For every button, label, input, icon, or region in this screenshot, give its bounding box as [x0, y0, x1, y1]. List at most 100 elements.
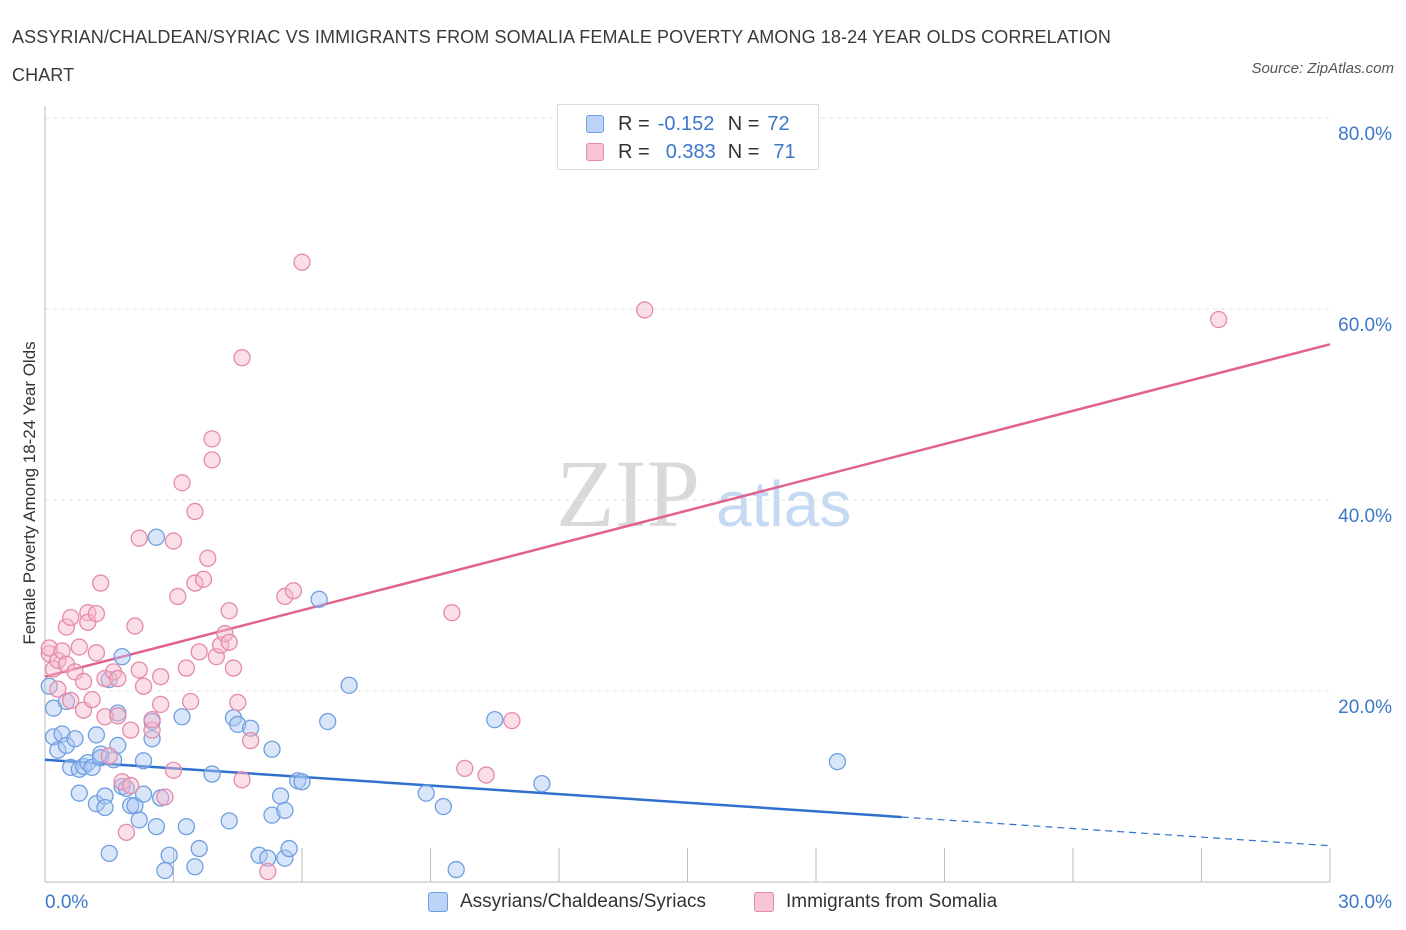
legend-row-assyrian: R = -0.152 N = 72: [586, 110, 790, 138]
point-somalia: [181, 692, 200, 711]
x-tick-label-min: 0.0%: [45, 892, 88, 913]
point-somalia: [117, 823, 136, 841]
point-somalia: [109, 669, 127, 688]
point-somalia: [44, 660, 63, 678]
point-somalia: [62, 608, 80, 627]
point-somalia: [130, 661, 148, 679]
data-points: [40, 253, 1228, 881]
point-assyrian: [263, 806, 281, 824]
point-somalia: [186, 502, 204, 521]
point-somalia: [164, 532, 183, 550]
y-tick-label-80: 80.0%: [1338, 124, 1392, 145]
legend-swatch-blue: [586, 115, 604, 133]
point-somalia: [83, 690, 101, 709]
r-value-assyrian: -0.152: [657, 112, 715, 135]
point-somalia: [113, 773, 131, 791]
point-assyrian: [340, 676, 358, 694]
point-somalia: [143, 711, 161, 729]
point-somalia: [122, 721, 140, 739]
point-somalia: [220, 633, 238, 651]
point-assyrian: [186, 858, 204, 876]
point-assyrian: [190, 839, 208, 858]
gridlines: [45, 117, 1330, 692]
point-somalia: [284, 582, 303, 600]
y-tick-label-60: 60.0%: [1338, 315, 1392, 336]
point-somalia: [40, 639, 58, 657]
point-assyrian: [828, 753, 847, 771]
n-label: N =: [727, 112, 760, 135]
tick-labels: 20.0% 40.0% 60.0% 80.0% 0.0% 30.0%: [45, 124, 1392, 913]
r-label: R =: [618, 140, 650, 163]
point-somalia: [456, 759, 474, 778]
point-assyrian: [100, 844, 118, 862]
point-assyrian: [271, 787, 290, 805]
point-assyrian: [417, 784, 435, 802]
point-somalia: [66, 663, 84, 681]
point-somalia: [92, 574, 110, 592]
point-somalia: [130, 529, 148, 547]
point-somalia: [57, 618, 76, 636]
r-label: R =: [618, 112, 650, 135]
point-assyrian: [280, 839, 298, 858]
legend-row-somalia: R = 0.383 N = 71: [586, 138, 796, 166]
point-assyrian: [293, 773, 311, 791]
point-somalia: [96, 669, 114, 688]
point-somalia: [443, 604, 461, 622]
point-somalia: [503, 711, 521, 730]
point-somalia: [199, 549, 217, 567]
point-somalia: [636, 301, 654, 319]
trend-line-assyrian: [44, 758, 902, 819]
point-somalia: [233, 349, 251, 367]
point-somalia: [293, 253, 311, 271]
point-assyrian: [276, 849, 294, 867]
point-assyrian: [49, 741, 67, 759]
point-assyrian: [533, 774, 551, 793]
bottom-legend-assyrian: Assyrians/Chaldeans/Syriacs: [428, 890, 706, 914]
point-somalia: [241, 732, 260, 750]
point-somalia: [49, 680, 67, 698]
point-somalia: [96, 708, 114, 726]
point-assyrian: [310, 590, 328, 608]
point-assyrian: [122, 796, 140, 815]
point-assyrian: [83, 758, 101, 777]
point-assyrian: [241, 719, 260, 737]
point-assyrian: [130, 811, 148, 829]
point-assyrian: [113, 647, 131, 666]
point-assyrian: [259, 849, 277, 867]
point-somalia: [134, 677, 153, 695]
point-somalia: [122, 776, 140, 795]
point-assyrian: [87, 726, 106, 744]
bottom-legend-label-somalia: Immigrants from Somalia: [786, 891, 998, 912]
point-somalia: [233, 771, 251, 789]
legend-swatch-pink: [586, 143, 604, 161]
point-assyrian: [447, 860, 465, 879]
point-somalia: [276, 587, 294, 606]
y-tick-label-20: 20.0%: [1338, 697, 1392, 718]
point-assyrian: [96, 798, 114, 817]
axes: [44, 106, 1331, 883]
point-assyrian: [160, 846, 178, 864]
point-assyrian: [156, 861, 174, 880]
point-assyrian: [486, 711, 504, 729]
point-somalia: [151, 695, 170, 714]
point-assyrian: [434, 797, 453, 816]
point-assyrian: [173, 708, 191, 726]
point-somalia: [259, 862, 277, 881]
bottom-legend-label-assyrian: Assyrians/Chaldeans/Syriacs: [460, 891, 707, 912]
point-assyrian: [147, 528, 166, 546]
point-assyrian: [220, 812, 238, 830]
r-value-somalia: 0.383: [665, 140, 716, 163]
point-somalia: [169, 587, 187, 606]
point-assyrian: [70, 784, 88, 802]
correlation-legend: R = -0.152 N = 72 R = 0.383 N = 71: [557, 104, 819, 170]
point-somalia: [62, 691, 80, 710]
point-somalia: [74, 672, 93, 691]
point-somalia: [229, 693, 247, 712]
point-somalia: [53, 642, 71, 660]
point-somalia: [173, 474, 191, 492]
point-somalia: [109, 707, 127, 725]
point-assyrian: [263, 740, 281, 758]
point-somalia: [49, 651, 67, 670]
point-somalia: [203, 430, 221, 448]
